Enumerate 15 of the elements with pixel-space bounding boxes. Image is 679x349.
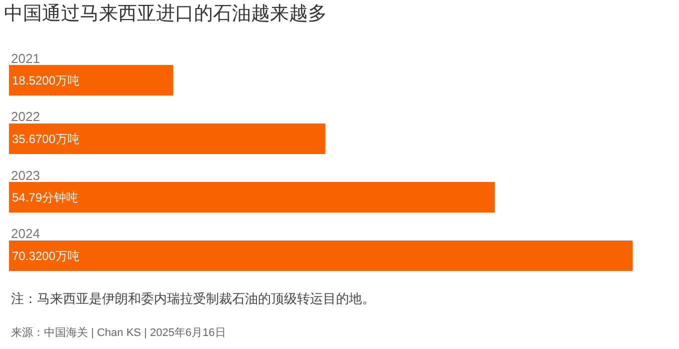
y-tick-label: 2024 — [11, 226, 40, 241]
bar — [9, 65, 174, 96]
bar — [9, 240, 633, 271]
data-label: 70.3200万吨 — [12, 248, 80, 263]
y-tick-label: 2023 — [11, 168, 40, 183]
chart-title: 中国通过马来西亚进口的石油越来越多 — [4, 3, 328, 24]
text: 注：马来西亚是伊朗和委内瑞拉受制裁石油的顶级转运目的地。 — [11, 291, 375, 306]
y-tick-label: 2022 — [11, 109, 40, 124]
bar — [9, 124, 326, 154]
data-label: 54.79分钟吨 — [12, 190, 78, 204]
data-label: 18.5200万吨 — [12, 73, 80, 88]
data-label: 35.6700万吨 — [12, 132, 80, 146]
y-tick-label: 2021 — [11, 51, 40, 66]
source-note: 来源：中国海关 | Chan KS | 2025年6月16日 — [11, 326, 226, 339]
bar — [9, 182, 495, 212]
